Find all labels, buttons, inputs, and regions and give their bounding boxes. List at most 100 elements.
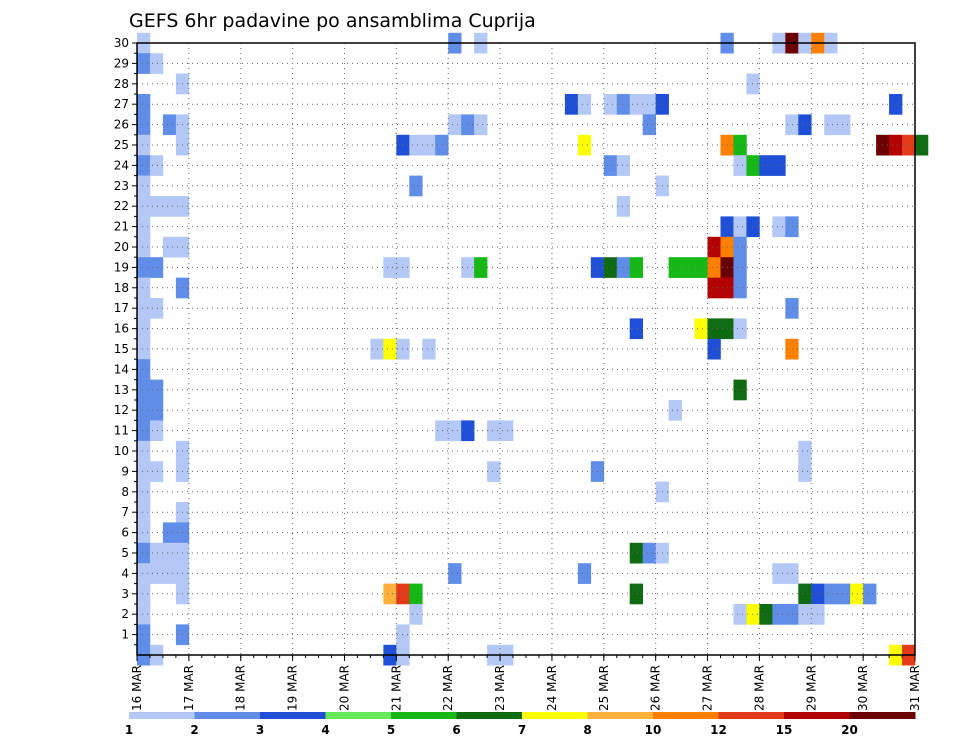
heatmap-cell <box>137 420 151 442</box>
y-tick-label: 19 <box>114 260 129 274</box>
y-tick-label: 24 <box>114 158 129 172</box>
dotted-grid <box>137 43 915 655</box>
colorbar-swatch <box>522 712 588 719</box>
heatmap-cell <box>149 298 164 319</box>
heatmap-cell <box>603 257 618 278</box>
heatmap-cell <box>137 196 151 217</box>
heatmap-cell <box>137 400 151 421</box>
colorbar-label: 7 <box>518 723 526 737</box>
heatmap-cell <box>149 196 164 217</box>
heatmap-cell <box>149 542 164 564</box>
x-axis: 16 MAR 17 MAR 18 MAR 19 MAR 20 MAR 21 MAR 22 M… <box>130 655 922 711</box>
heatmap-cell <box>707 318 721 340</box>
heatmap-cell <box>162 114 177 136</box>
heatmap-cell <box>137 236 151 258</box>
heatmap-cell <box>409 134 423 156</box>
heatmap-cell <box>149 563 164 584</box>
y-tick-label: 9 <box>121 464 129 478</box>
heatmap-cell <box>137 624 151 646</box>
heatmap-cell <box>824 114 838 136</box>
colorbar-label: 8 <box>583 723 591 737</box>
heatmap-cell <box>772 604 786 625</box>
y-tick-label: 28 <box>114 77 129 91</box>
heatmap-cell <box>863 583 877 605</box>
heatmap-cell <box>137 542 151 564</box>
heatmap-cell <box>746 216 760 238</box>
heatmap-cell <box>915 134 929 156</box>
heatmap-cell <box>137 216 151 238</box>
heatmap-cell <box>448 563 462 584</box>
heatmap-cell <box>422 134 436 156</box>
heatmap-cell <box>733 134 747 156</box>
x-tick-label: 20 MAR <box>337 665 351 711</box>
heatmap-cell <box>603 155 618 176</box>
x-tick-label: 31 MAR <box>908 665 922 711</box>
y-tick-label: 14 <box>114 362 129 376</box>
x-tick-label: 25 MAR <box>597 665 611 711</box>
colorbar-label: 15 <box>776 723 793 737</box>
y-axis: 1234567891011121314151617181920212223242… <box>114 36 137 646</box>
heatmap-cell <box>137 379 151 401</box>
heatmap-cell <box>149 257 164 278</box>
heatmap-cell <box>785 114 799 136</box>
heatmap-cell <box>733 318 747 340</box>
heatmap-cell <box>733 155 747 176</box>
heatmap-cell <box>137 522 151 544</box>
x-tick-label: 28 MAR <box>752 665 766 711</box>
heatmap-cell <box>149 53 164 74</box>
y-tick-label: 30 <box>114 36 129 50</box>
heatmap-cell <box>642 542 656 564</box>
heatmap-cell <box>603 94 618 115</box>
y-tick-label: 27 <box>114 97 129 111</box>
y-tick-label: 5 <box>121 546 129 560</box>
colorbar-label: 2 <box>190 723 198 737</box>
colorbar-label: 12 <box>710 723 727 737</box>
colorbar-swatch <box>129 712 195 719</box>
heatmap-cell <box>629 318 643 340</box>
heatmap-cell <box>798 461 812 482</box>
colorbar-label: 5 <box>387 723 395 737</box>
heatmap-cell <box>435 134 449 156</box>
heatmap-cell <box>824 583 838 605</box>
x-tick-label: 30 MAR <box>856 665 870 711</box>
heatmap-cell <box>746 604 760 625</box>
heatmap-cell <box>435 420 449 442</box>
x-tick-label: 22 MAR <box>441 665 455 711</box>
x-tick-label: 19 MAR <box>286 665 300 711</box>
heatmap-cell <box>889 134 903 156</box>
heatmap-cell <box>733 604 747 625</box>
heatmap-cell <box>798 583 812 605</box>
heatmap-cell <box>137 604 151 625</box>
heatmap-cell <box>629 542 643 564</box>
heatmap-cell <box>162 196 177 217</box>
heatmap-cell <box>383 257 397 278</box>
heatmap-cell <box>616 155 631 176</box>
heatmap-cell <box>149 400 164 421</box>
colorbar-swatch <box>784 712 850 719</box>
heatmap-cell <box>785 563 799 584</box>
heatmap-cell <box>162 522 177 544</box>
heatmap-cell <box>668 257 682 278</box>
heatmap-cell <box>487 420 501 442</box>
heatmap-cell <box>733 379 747 401</box>
y-tick-label: 6 <box>121 526 129 540</box>
heatmap-cell <box>137 563 151 584</box>
colorbar-swatch <box>849 712 916 719</box>
heatmap-cell <box>642 94 656 115</box>
x-tick-label: 26 MAR <box>649 665 663 711</box>
heatmap-cell <box>902 134 916 156</box>
heatmap-cell <box>733 277 747 299</box>
y-tick-label: 16 <box>114 322 129 336</box>
colorbar-label: 6 <box>452 723 460 737</box>
y-tick-label: 3 <box>121 587 129 601</box>
heatmap-cell <box>474 114 488 136</box>
heatmap-cell <box>577 134 592 156</box>
heatmap-cell <box>137 502 151 523</box>
x-tick-label: 23 MAR <box>493 665 507 711</box>
colorbar-label: 20 <box>841 723 858 737</box>
colorbar-swatch <box>587 712 654 719</box>
heatmap-cell <box>409 604 423 625</box>
heatmap-cell <box>798 440 812 462</box>
y-tick-label: 25 <box>114 138 129 152</box>
heatmap-cell <box>707 236 721 258</box>
